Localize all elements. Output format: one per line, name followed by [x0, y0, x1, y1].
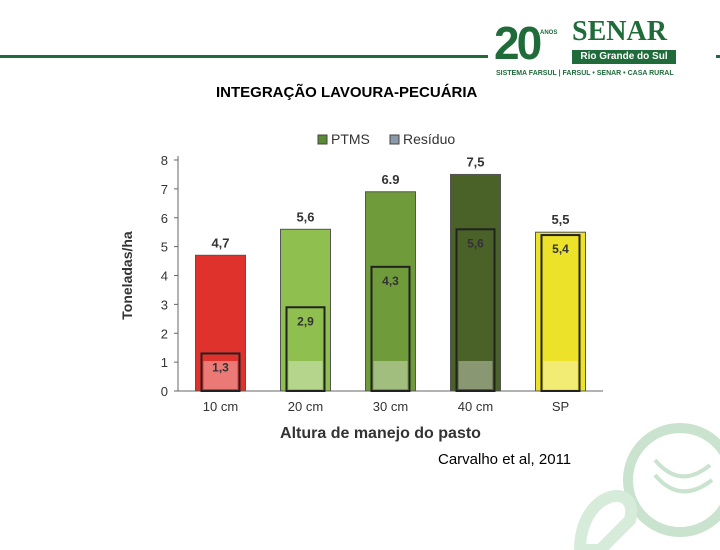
- residuo-bar: [370, 265, 411, 392]
- y-tick-label: 3: [161, 297, 168, 312]
- y-tick-label: 4: [161, 269, 168, 284]
- logo-region: Rio Grande do Sul: [572, 50, 676, 64]
- residuo-bar-glow: [458, 361, 493, 389]
- residuo-value-label: 1,3: [212, 360, 229, 374]
- legend-label: PTMS: [331, 131, 370, 147]
- logo-subtitle: SISTEMA FARSUL | FARSUL • SENAR • CASA R…: [496, 70, 674, 77]
- chart-legend: PTMS Resíduo: [317, 131, 455, 147]
- chart-background: [118, 128, 608, 418]
- residuo-value-label: 5,6: [467, 236, 484, 250]
- slide-title: INTEGRAÇÃO LAVOURA-PECUÁRIA: [216, 84, 478, 101]
- x-tick-label: 10 cm: [203, 399, 238, 414]
- legend-swatch: [317, 134, 328, 145]
- y-tick-label: 0: [161, 384, 168, 399]
- residuo-value-label: 4,3: [382, 274, 399, 288]
- y-tick-label: 2: [161, 326, 168, 341]
- x-tick-label: 20 cm: [288, 399, 323, 414]
- ptms-value-label: 7,5: [466, 154, 484, 169]
- ptms-value-label: 5,5: [551, 212, 569, 227]
- residuo-value-label: 5,4: [552, 242, 569, 256]
- legend-label: Resíduo: [403, 131, 455, 147]
- x-tick-label: 30 cm: [373, 399, 408, 414]
- logo-twenty: 20: [494, 17, 542, 69]
- x-tick-label: 40 cm: [458, 399, 493, 414]
- chart-bars: 4,7 1,3 10 cm 5,6 2,9 20 cm 6.9 4,3 30 cm 7,5 5,6 4…: [195, 154, 586, 414]
- residuo-bar-glow: [203, 361, 238, 389]
- logo-senar: SENAR: [572, 16, 667, 47]
- residuo-bar: [540, 234, 581, 392]
- x-axis-title: Altura de manejo do pasto: [280, 425, 481, 442]
- senar-logo: 20 ANOS SENAR Rio Grande do Sul SISTEMA …: [488, 14, 716, 84]
- residuo-bar-glow: [373, 361, 408, 389]
- residuo-value-label: 2,9: [297, 314, 314, 328]
- residuo-bar-glow: [288, 361, 323, 389]
- chart-axes: 0 1 2 3 4 5 6 7 8 Toneladas/ha Altura de manejo do…: [119, 153, 603, 442]
- ptms-value-label: 4,7: [211, 235, 229, 250]
- ptms-value-label: 6.9: [381, 172, 399, 187]
- legend-swatch: [389, 134, 400, 145]
- y-tick-label: 7: [161, 182, 168, 197]
- logo-anos: ANOS: [540, 30, 558, 36]
- y-tick-label: 1: [161, 355, 168, 370]
- citation: Carvalho et al, 2011: [438, 451, 572, 468]
- y-tick-label: 5: [161, 240, 168, 255]
- bar-chart: 0 1 2 3 4 5 6 7 8 Toneladas/ha Altura de manejo do…: [118, 128, 608, 442]
- header-rule: [0, 55, 720, 58]
- residuo-bar: [285, 306, 326, 392]
- y-axis-title: Toneladas/ha: [119, 231, 135, 320]
- anniversary-watermark: [573, 423, 720, 550]
- residuo-bar: [455, 228, 496, 392]
- ptms-value-label: 5,6: [296, 209, 314, 224]
- x-tick-label: SP: [552, 399, 569, 414]
- residuo-bar: [200, 352, 241, 392]
- y-tick-label: 8: [161, 153, 168, 168]
- y-tick-label: 6: [161, 211, 168, 226]
- residuo-bar-glow: [543, 361, 578, 389]
